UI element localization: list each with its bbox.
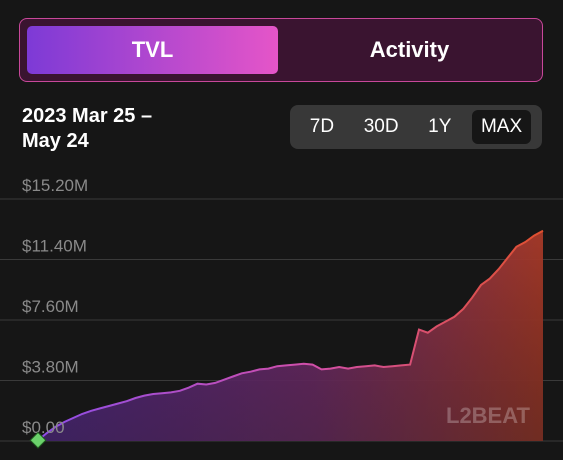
tvl-line <box>37 229 544 441</box>
y-tick-label: $3.80M <box>22 358 79 377</box>
range-1y-button[interactable]: 1Y <box>428 116 452 137</box>
tvl-area-shade <box>38 230 543 441</box>
date-range-end: May 24 <box>22 130 89 152</box>
time-range-selector: 7D 30D 1Y MAX <box>290 105 542 149</box>
date-range-label: 2023 Mar 25 – May 24 <box>22 104 152 154</box>
y-tick-label: $0.00 <box>22 418 65 437</box>
y-tick-label: $7.60M <box>22 297 79 316</box>
date-range-start: 2023 Mar 25 – <box>22 105 153 127</box>
y-tick-label: $15.20M <box>22 176 88 195</box>
range-max-button[interactable]: MAX <box>471 110 532 144</box>
start-marker <box>29 431 47 449</box>
range-30d-button[interactable]: 30D <box>363 116 399 137</box>
y-axis-ticks: $15.20M $11.40M $7.60M $3.80M $0.00 <box>22 176 88 437</box>
l2beat-watermark: L2BEAT <box>446 403 530 428</box>
tab-tvl[interactable]: TVL <box>27 26 278 74</box>
tab-activity[interactable]: Activity <box>369 37 450 62</box>
chart-type-tabs: TVL Activity <box>19 18 543 82</box>
y-tick-label: $11.40M <box>22 237 87 256</box>
range-7d-button[interactable]: 7D <box>309 116 335 137</box>
